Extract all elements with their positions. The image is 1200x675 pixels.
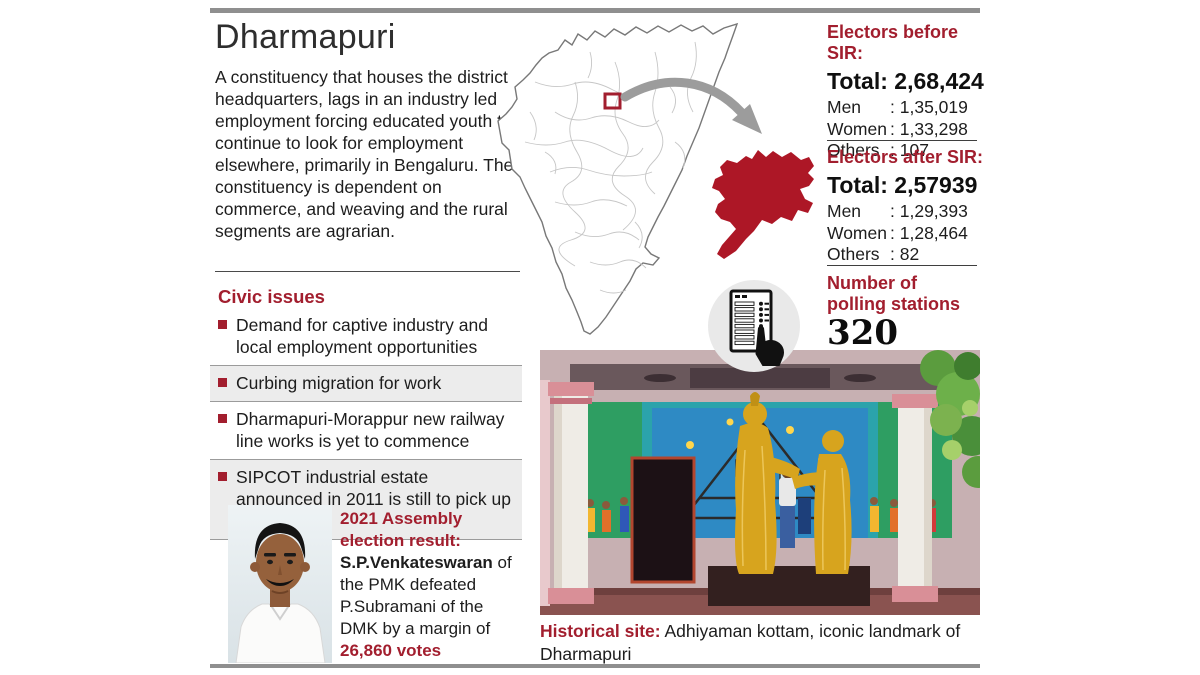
stat-row: Women: 1,28,464 (827, 223, 989, 245)
polling-stations-count: 320 (827, 313, 898, 353)
civic-issues-heading: Civic issues (218, 286, 325, 307)
stat-label: Women (827, 118, 887, 139)
evm-voting-machine-icon (708, 280, 800, 372)
electors-after-panel: Electors after SIR: Total: 2,57939 Men: … (827, 147, 989, 266)
stat-label: Others (827, 140, 880, 160)
bottom-rule (210, 664, 980, 668)
stat-value: 107 (899, 140, 929, 160)
civic-item-text: Demand for captive industry and local em… (236, 315, 488, 357)
colon: : (890, 97, 895, 117)
intro-paragraph: A constituency that houses the district … (215, 67, 514, 241)
stat-value: 1,35,019 (899, 97, 968, 117)
stat-row: Women: 1,33,298 (827, 119, 989, 141)
stat-row: Others: 107 (827, 140, 989, 162)
page-title: Dharmapuri (215, 18, 396, 56)
dharmapuri-locator-square (603, 92, 622, 110)
colon: : (890, 222, 895, 243)
dharmapuri-district-shape (712, 150, 814, 259)
tamil-nadu-map (497, 22, 814, 335)
zoom-arrow-head (732, 104, 762, 134)
stat-value: 82 (899, 244, 920, 264)
colon: : (890, 201, 895, 221)
stat-label: Men (827, 201, 862, 221)
result-heading: 2021 Assembly election result: (340, 509, 463, 550)
winner-name: S.P.Venkateswaran (340, 553, 493, 572)
bullet-square-icon (218, 472, 227, 481)
election-result-block: 2021 Assembly election result: S.P.Venka… (340, 508, 524, 662)
bullet-square-icon (218, 320, 227, 329)
stats-divider (827, 140, 977, 141)
electors-before-heading: Electors before SIR: (827, 22, 959, 63)
civic-item-text: Curbing migration for work (236, 373, 442, 393)
bullet-square-icon (218, 378, 227, 387)
foliage (920, 350, 980, 488)
intro-divider (215, 271, 520, 272)
photo-caption: Historical site: Adhiyaman kottam, iconi… (540, 620, 980, 666)
electors-before-panel: Electors before SIR: Total: 2,68,424 Men… (827, 22, 989, 162)
list-item: Demand for captive industry and local em… (210, 308, 522, 366)
polling-stations-heading: Number of polling stations (827, 273, 960, 314)
stat-value: 1,28,464 (899, 222, 968, 243)
temple-photo (540, 350, 980, 615)
electors-after-heading: Electors after SIR: (827, 147, 984, 167)
candidate-portrait-photo (228, 505, 332, 663)
stat-label: Women (827, 222, 887, 243)
bullet-square-icon (218, 414, 227, 423)
stat-row: Men: 1,29,393 (827, 201, 989, 223)
stat-row: Men: 1,35,019 (827, 97, 989, 119)
stat-label: Men (827, 97, 862, 117)
total-label: Total: (827, 68, 888, 94)
list-item: SIPCOT industrial estate announced in 20… (210, 460, 522, 540)
total-value: 2,68,424 (894, 68, 984, 94)
stat-row: Others: 82 (827, 244, 989, 266)
stat-label: Others (827, 244, 880, 264)
doorway (630, 456, 696, 584)
zoom-arrow (620, 77, 746, 117)
electors-before-total: Total: 2,68,424 (827, 67, 989, 95)
electors-after-total: Total: 2,57939 (827, 171, 989, 199)
stat-value: 1,29,393 (899, 201, 968, 221)
total-label: Total: (827, 172, 888, 198)
golden-statues (735, 392, 852, 574)
list-item: Dharmapuri-Morappur new railway line wor… (210, 402, 522, 460)
top-rule (210, 8, 980, 13)
colon: : (890, 244, 895, 264)
caption-label: Historical site: (540, 621, 661, 641)
total-value: 2,57939 (894, 172, 978, 198)
colon: : (890, 140, 895, 160)
stat-value: 1,33,298 (899, 118, 968, 139)
civic-item-text: Dharmapuri-Morappur new railway line wor… (236, 409, 505, 451)
caption-text: Adhiyaman kottam, iconic landmark of Dha… (540, 621, 961, 664)
pressing-hand-icon (755, 325, 784, 366)
polling-stations-panel: Number of polling stations 320 (827, 273, 977, 351)
civic-issues-list: Demand for captive industry and local em… (210, 308, 522, 540)
pillar-left (540, 380, 594, 606)
victory-margin: 26,860 votes (340, 641, 442, 660)
result-body: of the PMK defeated P.Subramani of the D… (340, 553, 512, 638)
colon: : (890, 118, 895, 139)
list-item: Curbing migration for work (210, 366, 522, 402)
state-outline (497, 22, 739, 335)
pillar-right (892, 394, 938, 602)
stats-divider (827, 265, 977, 266)
